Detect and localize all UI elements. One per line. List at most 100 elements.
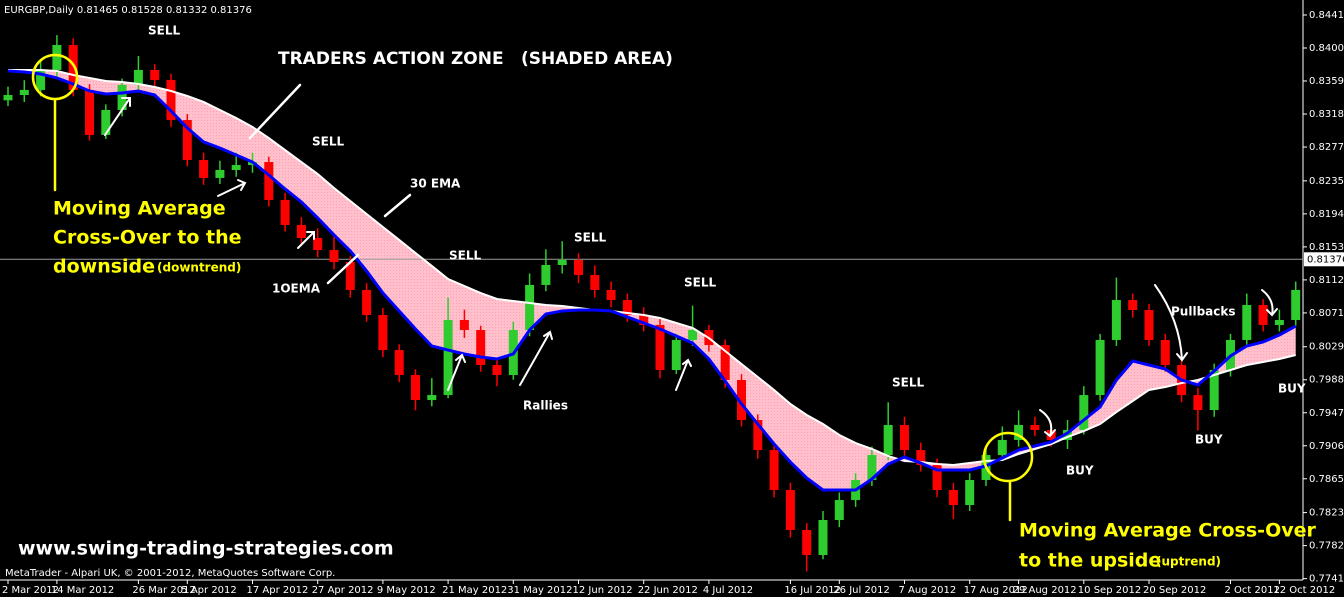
annotation: SELL [684,276,716,290]
cross-circle [982,431,1034,483]
annotation: BUY [1278,382,1306,396]
x-tick-label: 31 May 2012 [507,585,572,596]
candle-body [52,45,62,70]
arrow [519,330,553,386]
annotation: SELL [148,24,180,38]
candle-body [688,329,698,340]
candle-body [900,424,909,451]
x-tick-label: 17 Apr 2012 [247,585,309,596]
candle-body [1274,319,1284,325]
annotation: www.swing-trading-strategies.com [18,538,394,560]
candle-body [459,319,469,330]
y-tick-label: 0.77410 [1309,574,1344,585]
candle-body [36,69,46,90]
arrow [217,179,247,197]
x-tick-label: 17 Aug 2012 [964,585,1028,596]
candle-body [166,79,176,120]
candle-body [622,300,632,316]
annotation: TRADERS ACTION ZONE [278,49,504,69]
candle-body [590,274,600,290]
pointer [383,193,412,218]
annotation: (downtrend) [157,261,241,275]
x-tick-label: 14 Mar 2012 [51,585,114,596]
candle-body [639,315,649,325]
candle-body [1209,369,1219,411]
candle-body [199,159,209,178]
x-tick-label: 12 Oct 2012 [1273,585,1335,596]
arrow [1154,284,1188,362]
annotation: (uptrend) [1156,555,1221,569]
candle-body [345,262,355,290]
x-tick-label: 12 Jun 2012 [573,585,633,596]
candle-body [394,350,404,375]
candle-body [264,162,274,201]
candle-body [802,529,812,556]
annotation: Cross-Over to the [53,227,242,249]
candle-body [362,289,372,316]
candle-body [557,260,567,265]
arrow [675,358,692,391]
annotation: SELL [892,376,924,390]
candle-body [997,439,1007,456]
candle-body [737,379,746,421]
candle-body [753,420,763,451]
candle-body [85,89,94,135]
candle-body [541,264,551,285]
candle-body [785,489,795,530]
annotation: downside [53,256,155,278]
candle-body [1128,300,1138,311]
candle-body [1291,289,1301,320]
arrow [447,353,466,391]
annotation: BUY [1066,464,1094,478]
arrow [1261,289,1278,317]
annotation: SELL [449,249,481,263]
candle-body [965,479,975,506]
annotation: 30 EMA [410,177,461,191]
x-tick-label: 26 Jul 2012 [833,585,890,596]
candle-body [1014,424,1024,440]
annotation: SELL [312,135,344,149]
decorations [31,53,1278,522]
moving-average [7,69,1297,492]
candle-body [231,164,241,170]
pointer [326,253,360,285]
candle-body [720,345,730,380]
x-tick-label: 22 Jun 2012 [638,585,698,596]
candle-body [443,319,453,396]
candle-body [574,260,583,275]
annotation: to the upside [1019,550,1161,572]
candle-body [378,315,388,351]
x-tick-label: 2 Oct 2012 [1225,585,1280,596]
x-tick-label: 26 Mar 2012 [132,585,195,596]
candle-body [280,200,290,225]
candle-body [525,284,535,330]
candle-body [948,489,958,506]
annotation: Moving Average Cross-Over [1019,520,1316,542]
pointer [248,83,302,140]
candle-body [655,324,665,370]
x-tick-label: 5 Apr 2012 [181,585,236,596]
candle-body [313,238,323,251]
candle-body [1030,424,1040,430]
candle-body [19,89,29,96]
candle-body [3,95,13,101]
candle-body [769,450,779,490]
candle-body [932,465,942,490]
candle-body [916,450,926,466]
candle-body [68,45,78,90]
current-price-label: 0.81376 [1307,254,1344,265]
annotation: (SHADED AREA) [521,49,673,69]
